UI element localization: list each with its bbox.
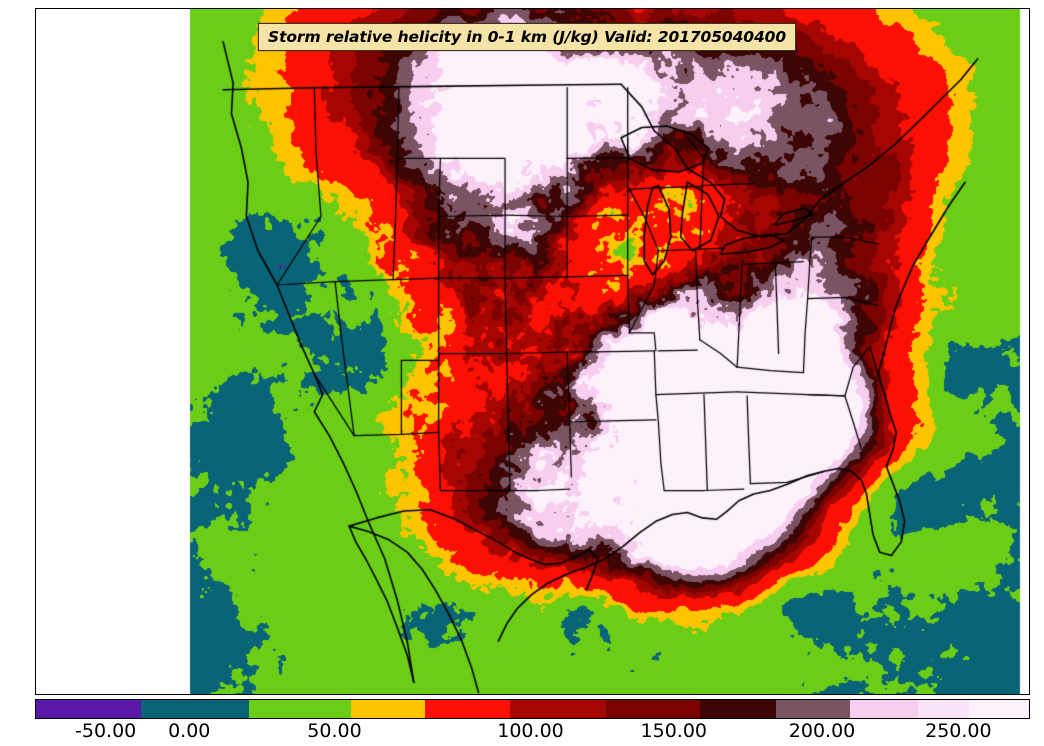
colorbar-tick-3: 100.00 <box>497 720 564 742</box>
colorbar-band-0 <box>36 700 141 718</box>
colorbar-band-2 <box>248 700 351 718</box>
colorbar-band-7 <box>699 700 777 718</box>
map-panel[interactable] <box>35 8 1030 695</box>
colorbar-tick-6: 250.00 <box>925 720 992 742</box>
colorbar-band-6 <box>606 700 700 718</box>
colorbar-band-8 <box>776 700 851 718</box>
helicity-field-canvas <box>36 9 1029 694</box>
colorbar-tick-0: -50.00 <box>75 720 137 742</box>
colorbar-band-1 <box>140 700 249 718</box>
colorbar-tick-4: 150.00 <box>640 720 708 742</box>
colorbar: -50.00 0.00 50.00 100.00 150.00 200.00 250.00 <box>35 699 1030 742</box>
colorbar-band-3 <box>350 700 425 718</box>
page-title: Storm relative helicity in 0-1 km (J/kg)… <box>268 28 787 46</box>
colorbar-gradient[interactable] <box>35 699 1030 719</box>
colorbar-band-11 <box>969 700 1029 718</box>
colorbar-band-5 <box>509 700 607 718</box>
colorbar-band-4 <box>424 700 510 718</box>
map-title-box: Storm relative helicity in 0-1 km (J/kg)… <box>258 23 797 51</box>
colorbar-tick-5: 200.00 <box>788 720 856 742</box>
colorbar-tick-labels: -50.00 0.00 50.00 100.00 150.00 200.00 250.00 <box>35 720 1030 746</box>
colorbar-band-10 <box>918 700 970 718</box>
colorbar-band-9 <box>850 700 919 718</box>
colorbar-tick-2: 50.00 <box>307 720 362 742</box>
colorbar-tick-1: 0.00 <box>168 720 211 742</box>
